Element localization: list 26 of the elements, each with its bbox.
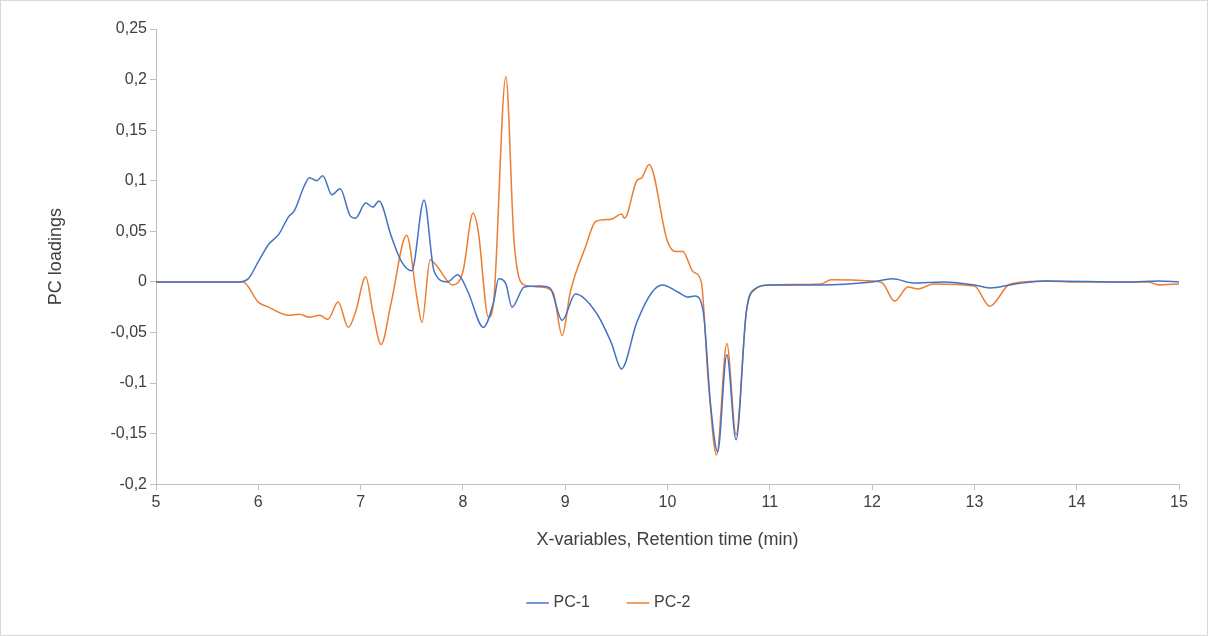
x-tick-label: 8 — [458, 493, 468, 511]
y-tick-label: -0,2 — [119, 474, 148, 492]
x-tick-label: 12 — [863, 493, 882, 511]
x-tick-label: 11 — [761, 493, 779, 511]
y-tick-label: 0,1 — [124, 171, 148, 189]
x-tick-label: 5 — [151, 493, 161, 511]
y-tick-label: 0,2 — [124, 69, 148, 87]
y-tick-label: 0 — [138, 272, 148, 290]
x-axis-title: X-variables, Retention time (min) — [536, 529, 799, 550]
x-tick-label: 7 — [356, 493, 366, 511]
y-tick-label: -0,1 — [119, 373, 148, 391]
x-tick-label: 14 — [1067, 493, 1086, 511]
y-tick-label: -0,05 — [110, 322, 148, 340]
line-series — [156, 174, 1179, 453]
legend-label: PC-2 — [654, 593, 691, 611]
legend-label: PC-1 — [553, 593, 591, 611]
y-tick-label: -0,15 — [110, 424, 148, 442]
y-tick-label: 0,25 — [115, 19, 148, 37]
x-tick-label: 10 — [658, 493, 677, 511]
x-tick-label: 13 — [965, 493, 984, 511]
y-tick-label: 0,05 — [115, 221, 148, 239]
y-tick-label: 0,15 — [115, 120, 148, 138]
x-tick-label: 6 — [253, 493, 263, 511]
x-tick-label: 15 — [1170, 493, 1188, 511]
y-axis-title: PC loadings — [44, 208, 65, 306]
x-tick-label: 9 — [560, 493, 570, 511]
